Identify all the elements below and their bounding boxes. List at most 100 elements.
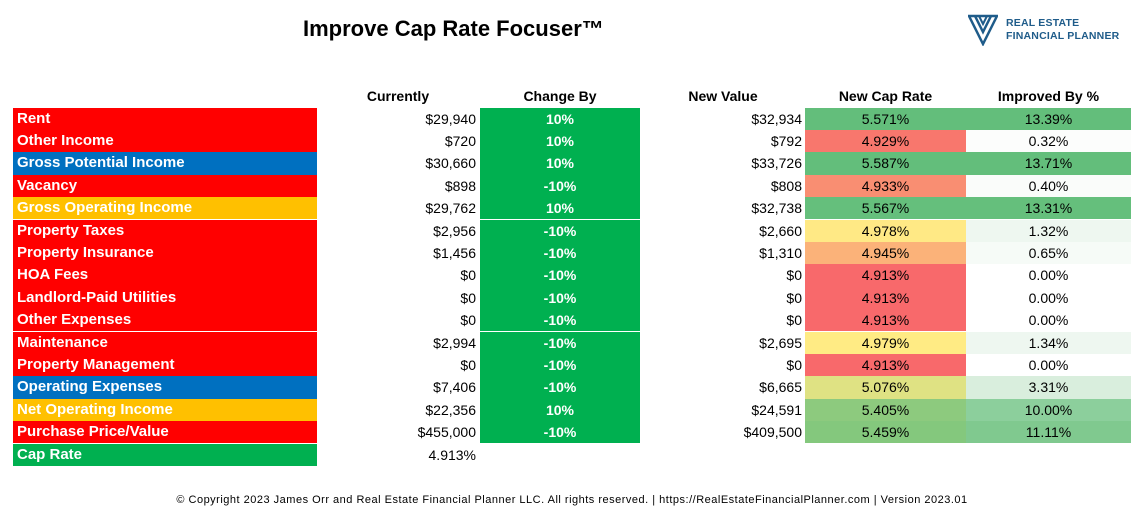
table-row: Other Income $720 10% $792 4.929% 0.32% (0, 129, 1144, 153)
change-by-input[interactable]: 10% (480, 129, 640, 153)
row-label: Gross Potential Income (13, 152, 317, 175)
change-by-input[interactable]: -10% (480, 331, 640, 354)
change-by-input[interactable]: -10% (480, 174, 640, 198)
current-value-cell: $22,356 (425, 401, 476, 418)
change-by-input[interactable]: 10% (480, 152, 640, 175)
change-by-input[interactable]: 10% (480, 197, 640, 220)
new-cap-rate-cell: 5.567% (805, 197, 966, 220)
current-value-cell: $0 (460, 289, 476, 306)
new-value-cell: $792 (770, 132, 802, 149)
change-by-input[interactable]: -10% (480, 219, 640, 242)
change-by-input[interactable]: 10% (480, 107, 640, 130)
current-value-cell: $2,994 (433, 334, 476, 351)
row-label: Maintenance (13, 331, 317, 354)
improved-by-cell: 0.00% (966, 353, 1131, 377)
current-value-cell: $30,660 (425, 155, 476, 172)
header-currently: Currently (366, 88, 430, 104)
table-row: Vacancy $898 -10% $808 4.933% 0.40% (0, 174, 1144, 198)
change-by-input[interactable]: -10% (480, 421, 640, 444)
current-value-cell: $0 (460, 356, 476, 373)
header-improved-by: Improved By % (997, 88, 1100, 104)
table-row: Property Taxes $2,956 -10% $2,660 4.978% 1.32… (0, 219, 1144, 242)
table-row: Rent $29,940 10% $32,934 5.571% 13.39% (0, 107, 1144, 130)
table-row: Property Insurance $1,456 -10% $1,310 4.945%… (0, 241, 1144, 265)
row-label: Operating Expenses (13, 376, 317, 399)
new-value-cell: $24,591 (751, 401, 802, 418)
header-new-cap-rate: New Cap Rate (838, 88, 933, 104)
new-cap-rate-cell: 5.459% (805, 421, 966, 444)
change-by-input[interactable]: 10% (480, 398, 640, 422)
header-new-value: New Value (688, 88, 758, 104)
current-value-cell: $29,940 (425, 110, 476, 127)
row-label: Other Expenses (13, 309, 317, 332)
new-value-cell: $32,934 (751, 110, 802, 127)
change-by-input[interactable]: -10% (480, 241, 640, 265)
row-label: Property Management (13, 353, 317, 377)
copyright-footer: © Copyright 2023 James Orr and Real Esta… (176, 494, 968, 506)
improved-by-cell: 13.39% (966, 107, 1131, 130)
new-cap-rate-cell: 4.933% (805, 174, 966, 198)
header-change-by: Change By (523, 88, 597, 104)
current-value-cell: $898 (444, 177, 476, 194)
table-row: Other Expenses $0 -10% $0 4.913% 0.00% (0, 309, 1144, 332)
row-label: Other Income (13, 129, 317, 153)
row-label: Cap Rate (13, 443, 317, 466)
row-label: Landlord-Paid Utilities (13, 286, 317, 310)
new-value-cell: $33,726 (751, 155, 802, 172)
change-by-input[interactable]: -10% (480, 376, 640, 399)
logo-line-1: REAL ESTATE (1006, 17, 1080, 29)
improved-by-cell: 11.11% (966, 421, 1131, 444)
change-by-input[interactable]: -10% (480, 353, 640, 377)
improved-by-cell: 1.34% (966, 331, 1131, 354)
change-by-input[interactable]: -10% (480, 286, 640, 310)
logo-line-2: FINANCIAL PLANNER (1006, 30, 1120, 42)
improved-by-cell: 0.40% (966, 174, 1131, 198)
brand-logo: REAL ESTATE FINANCIAL PLANNER (968, 14, 1138, 46)
current-value-cell: $720 (444, 132, 476, 149)
new-cap-rate-cell: 4.913% (805, 309, 966, 332)
new-cap-rate-cell: 4.929% (805, 129, 966, 153)
new-value-cell: $32,738 (751, 200, 802, 217)
new-value-cell: $6,665 (759, 379, 802, 396)
table-row: Purchase Price/Value $455,000 -10% $409,500… (0, 421, 1144, 444)
page-title: Improve Cap Rate Focuser™ (303, 16, 604, 41)
improved-by-cell: 10.00% (966, 398, 1131, 422)
new-cap-rate-cell: 5.405% (805, 398, 966, 422)
table-row: Cap Rate 4.913% (0, 443, 1144, 466)
improved-by-cell: 0.00% (966, 264, 1131, 287)
table-row: Gross Operating Income $29,762 10% $32,738 5… (0, 197, 1144, 220)
new-cap-rate-cell: 4.913% (805, 286, 966, 310)
improved-by-cell: 3.31% (966, 376, 1131, 399)
improved-by-cell: 13.71% (966, 152, 1131, 175)
change-by-input[interactable]: -10% (480, 264, 640, 287)
table-row: Maintenance $2,994 -10% $2,695 4.979% 1.34% (0, 331, 1144, 354)
change-by-input[interactable]: -10% (480, 309, 640, 332)
new-value-cell: $409,500 (743, 424, 802, 441)
new-value-cell: $0 (786, 289, 802, 306)
current-value-cell: $0 (460, 312, 476, 329)
table-row: Landlord-Paid Utilities $0 -10% $0 4.913% 0.0… (0, 286, 1144, 310)
new-cap-rate-cell: 4.913% (805, 264, 966, 287)
improved-by-cell: 0.00% (966, 309, 1131, 332)
new-value-cell: $808 (770, 177, 802, 194)
current-value-cell: $1,456 (433, 244, 476, 261)
current-value-cell: $2,956 (433, 222, 476, 239)
row-label: Property Insurance (13, 241, 317, 265)
row-label: Vacancy (13, 174, 317, 198)
row-label: Net Operating Income (13, 398, 317, 422)
new-value-cell: $0 (786, 312, 802, 329)
row-label: Property Taxes (13, 219, 317, 242)
improved-by-cell: 13.31% (966, 197, 1131, 220)
improved-by-cell: 0.00% (966, 286, 1131, 310)
chevron-logo-icon (968, 14, 998, 46)
table-row: Property Management $0 -10% $0 4.913% 0.00% (0, 353, 1144, 377)
improved-by-cell: 1.32% (966, 219, 1131, 242)
row-label: Rent (13, 107, 317, 130)
current-value-cell: $0 (460, 267, 476, 284)
row-label: HOA Fees (13, 264, 317, 287)
table-row: Net Operating Income $22,356 10% $24,591 5.4… (0, 398, 1144, 422)
table-row: Operating Expenses $7,406 -10% $6,665 5.076%… (0, 376, 1144, 399)
new-value-cell: $2,660 (759, 222, 802, 239)
new-value-cell: $0 (786, 356, 802, 373)
current-value-cell: $7,406 (433, 379, 476, 396)
